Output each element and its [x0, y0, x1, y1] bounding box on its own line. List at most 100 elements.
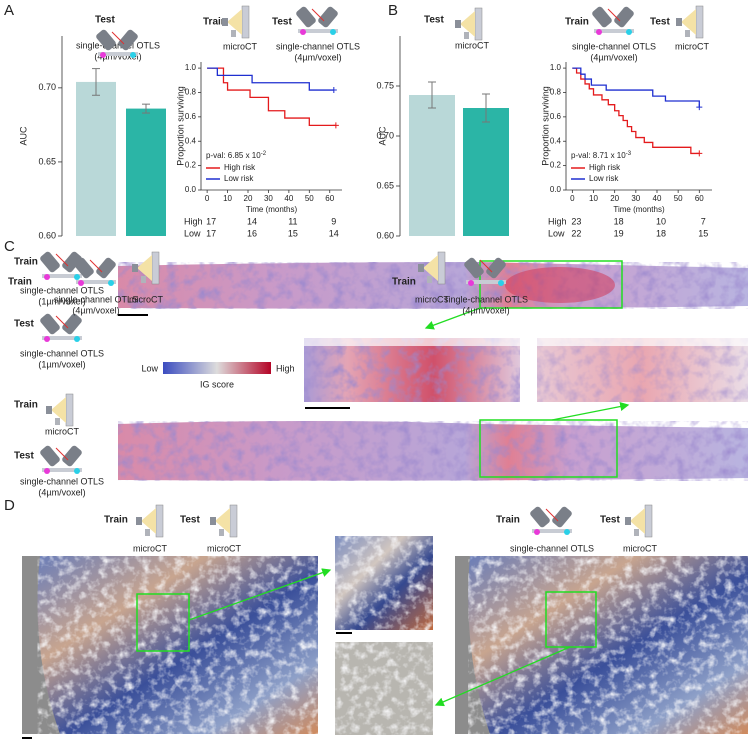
icon-part [62, 313, 82, 335]
risk-count: 18 [614, 216, 624, 226]
train-label: Train [8, 277, 32, 288]
arrow [424, 307, 481, 330]
icon-part [42, 274, 82, 278]
colorbar [163, 362, 271, 374]
microct-icon [210, 504, 238, 538]
survival-curve [207, 67, 336, 127]
icon-part [625, 517, 631, 525]
icon-part [296, 6, 316, 28]
icon-part [74, 336, 80, 342]
microct-icon [418, 251, 446, 285]
role-label: Train [565, 17, 589, 28]
train-label: Train [392, 277, 416, 288]
role-label: Train [104, 515, 128, 526]
icon-part [130, 52, 136, 58]
risk-row-label: Low [548, 228, 565, 238]
icon-part [141, 508, 156, 534]
y-tick-label: 0.0 [550, 185, 562, 194]
icon-part [42, 468, 82, 472]
icon-part [44, 336, 50, 342]
icon-part [100, 52, 106, 58]
x-tick-label: 40 [284, 194, 293, 203]
risk-count: 16 [247, 228, 257, 238]
y-tick-label: 0.70 [38, 82, 56, 92]
icon-part [44, 274, 50, 280]
censor-mark [696, 104, 703, 111]
icon-part [423, 255, 438, 281]
x-tick-label: 0 [205, 194, 210, 203]
x-category-label: microCT [129, 294, 163, 304]
x-tick-label: 30 [631, 194, 640, 203]
icon-part [534, 529, 540, 535]
y-tick-label: 0.2 [185, 161, 197, 170]
icon-part [111, 31, 125, 45]
x-axis-label: Time (months) [613, 205, 665, 214]
y-tick-label: 0.0 [185, 185, 197, 194]
icon-part [141, 276, 146, 283]
x-axis-label: Time (months) [246, 205, 298, 214]
zoom-image [335, 536, 433, 630]
error-bar [142, 103, 150, 114]
colorbar-high: High [276, 363, 295, 373]
model-label: (1µm/voxel) [38, 359, 85, 369]
risk-count: 14 [247, 216, 257, 226]
p-value-text: p-val: 6.85 x 10 [206, 151, 261, 160]
risk-count: 22 [571, 228, 581, 238]
icon-part [227, 9, 242, 35]
icon-part [155, 504, 164, 538]
error-bar [428, 81, 436, 109]
error-bar [482, 93, 490, 123]
role-label: Train [203, 17, 227, 28]
x-tick-label: 60 [325, 194, 334, 203]
icon-part [464, 257, 484, 279]
y-tick-label: 0.60 [376, 230, 394, 240]
survival-curve [572, 67, 700, 108]
otls-icon [592, 6, 634, 35]
p-value-text: p-val: 8.71 x 10 [571, 151, 626, 160]
microct-icon [222, 5, 250, 39]
icon-part [145, 529, 150, 536]
p-value: p-val: 6.85 x 10-2 [206, 151, 267, 161]
role-label: Test [650, 17, 670, 28]
y-tick-label: 0.6 [550, 112, 562, 121]
histology-strip [118, 419, 748, 481]
icon-part [231, 30, 236, 37]
y-tick-label: 1.0 [185, 63, 197, 72]
y-tick-label: 0.70 [376, 130, 394, 140]
otls-icon [74, 257, 116, 286]
x-tick-label: 60 [695, 194, 704, 203]
otls-icon [40, 251, 82, 280]
role-label: Train [14, 400, 38, 411]
risk-count: 18 [656, 228, 666, 238]
model-label: single-channel OTLS [276, 41, 360, 51]
ig-overlay-image [455, 556, 748, 734]
icon-part [418, 264, 424, 272]
censor-mark [332, 122, 339, 129]
icon-part [695, 5, 704, 39]
p-value-exponent: -2 [261, 151, 267, 157]
icon-part [545, 508, 559, 522]
model-label: single-channel OTLS [76, 40, 160, 50]
x-tick-label: 10 [589, 194, 598, 203]
model-label: microCT [623, 543, 657, 553]
y-tick-label: 0.60 [38, 230, 56, 240]
model-label: single-channel OTLS [20, 348, 104, 358]
x-tick-label: 20 [610, 194, 619, 203]
role-label: Test [180, 515, 200, 526]
y-axis-label: AUC [18, 126, 28, 146]
role-label: Test [424, 15, 444, 26]
icon-part [592, 6, 612, 28]
icon-part [40, 251, 60, 273]
censor-mark [696, 150, 703, 157]
icon-part [626, 29, 632, 35]
bar [409, 95, 455, 236]
risk-row-label: High [184, 216, 203, 226]
icon-part [298, 29, 338, 33]
survival-curve [207, 67, 334, 91]
icon-part [634, 529, 639, 536]
x-category-label: (4µm/voxel) [72, 305, 119, 315]
model-label: single-channel OTLS [572, 41, 656, 51]
risk-row-label: Low [184, 228, 201, 238]
icon-part [685, 30, 690, 37]
